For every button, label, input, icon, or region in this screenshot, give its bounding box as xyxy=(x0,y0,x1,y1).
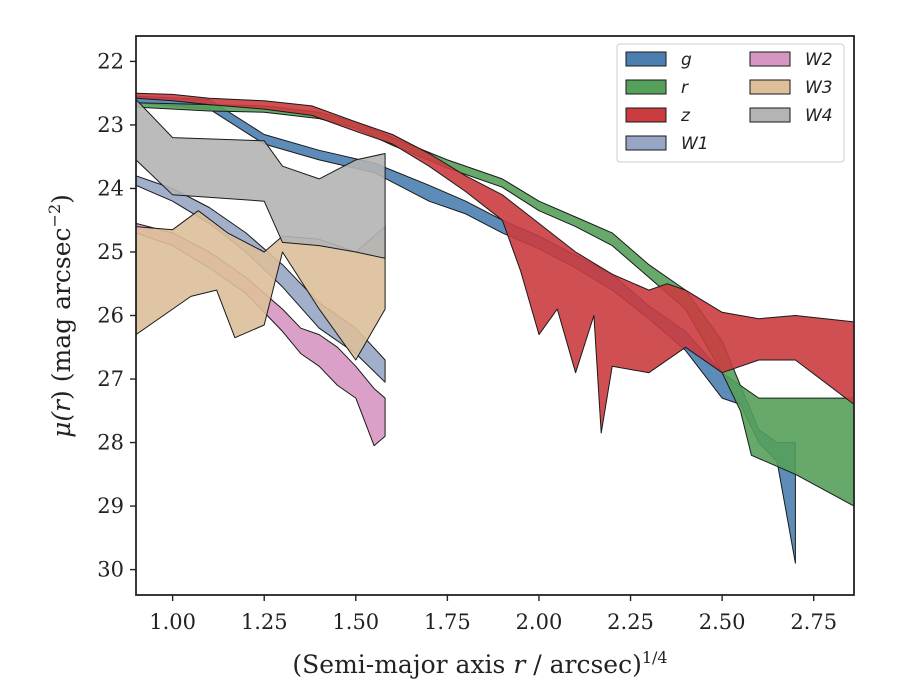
band-r xyxy=(136,102,854,507)
y-axis: 22 23 24 25 26 27 28 29 30 xyxy=(97,49,136,582)
legend-swatch-w1 xyxy=(625,135,667,151)
y-tick-label: 29 xyxy=(97,494,124,518)
legend-label-z: z xyxy=(680,106,691,126)
y-tick-label: 30 xyxy=(97,558,124,582)
y-tick-label: 22 xyxy=(97,49,124,73)
x-tick-label: 2.75 xyxy=(790,610,837,634)
y-axis-label: μ(r) (mag arcsec−2) xyxy=(45,194,76,438)
y-tick-label: 27 xyxy=(97,367,124,391)
x-tick-label: 1.25 xyxy=(241,610,288,634)
x-tick-label: 2.00 xyxy=(516,610,563,634)
band-series-group xyxy=(136,92,854,564)
legend-label-r: r xyxy=(681,78,689,98)
band-w4 xyxy=(136,99,386,259)
y-tick-label: 25 xyxy=(97,240,124,264)
legend-swatch-w3 xyxy=(749,79,791,95)
legend-swatch-w4 xyxy=(749,107,791,123)
legend-label-w4: W4 xyxy=(805,106,833,126)
legend-label-w3: W3 xyxy=(805,78,833,98)
y-tick-label: 24 xyxy=(97,176,124,200)
legend-swatch-g xyxy=(625,51,667,67)
legend-swatch-z xyxy=(625,107,667,123)
legend-frame xyxy=(616,43,845,163)
legend-label-g: g xyxy=(681,50,692,70)
y-tick-label: 23 xyxy=(97,113,124,137)
x-tick-label: 1.50 xyxy=(332,610,379,634)
legend-swatch-w2 xyxy=(749,51,791,67)
y-tick-label: 26 xyxy=(97,304,124,328)
legend-label-w1: W1 xyxy=(681,134,709,154)
band-z xyxy=(136,92,854,434)
legend-label-w2: W2 xyxy=(805,50,833,70)
legend-swatch-r xyxy=(625,79,667,95)
x-tick-label: 2.25 xyxy=(607,610,654,634)
x-tick-label: 2.50 xyxy=(699,610,746,634)
y-tick-label: 28 xyxy=(97,431,124,455)
legend: grz W1 W2 W3 W4 xyxy=(616,43,845,163)
x-tick-label: 1.75 xyxy=(424,610,471,634)
x-tick-label: 1.00 xyxy=(149,610,196,634)
x-axis-label: (Semi-major axis r / arcsec)1/4 xyxy=(292,648,667,679)
x-axis: 1.00 1.25 1.50 1.75 2.00 2.25 2.50 2.75 xyxy=(149,595,837,634)
band-w3 xyxy=(136,210,386,361)
